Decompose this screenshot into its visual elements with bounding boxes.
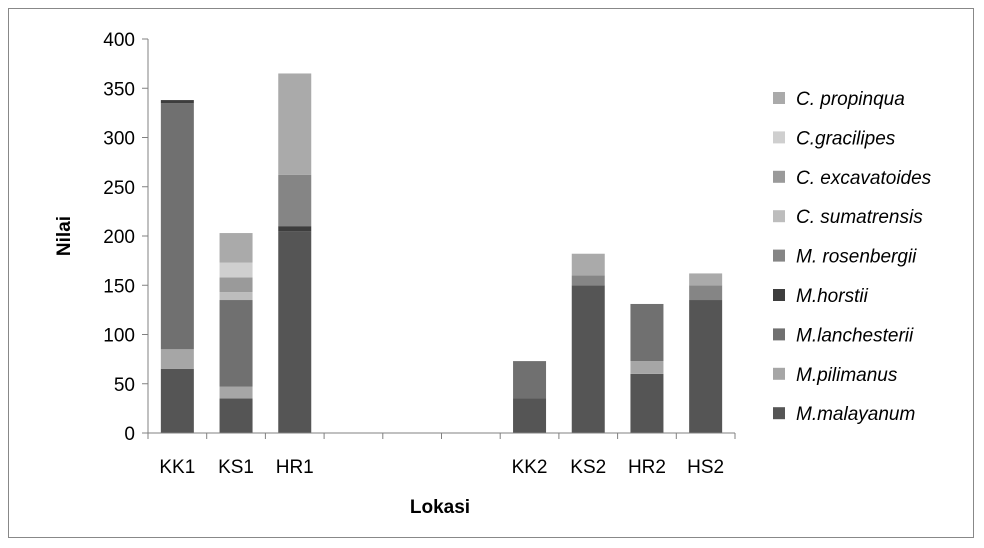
bar-segment	[689, 273, 722, 285]
y-tick-label: 400	[103, 30, 135, 51]
bar-segment	[220, 277, 253, 292]
bar-segment	[220, 300, 253, 387]
bar-segment	[161, 100, 194, 103]
bar-segment	[278, 73, 311, 174]
x-tick-label: KK1	[159, 457, 195, 478]
x-axis-title: Lokasi	[410, 497, 470, 518]
legend-swatch	[773, 171, 785, 183]
y-tick-label: 200	[103, 227, 135, 248]
bar-segment	[689, 300, 722, 433]
bar-segment	[689, 285, 722, 300]
x-tick-label: KK2	[512, 457, 548, 478]
y-tick-label: 350	[103, 79, 135, 100]
y-tick-label: 250	[103, 178, 135, 199]
bar-segment	[278, 226, 311, 231]
bar-segment	[572, 285, 605, 433]
legend-label: C. propinqua	[796, 89, 905, 110]
bar-segment	[630, 304, 663, 361]
bar-segment	[513, 361, 546, 398]
y-tick-label: 100	[103, 326, 135, 347]
bar-segment	[161, 369, 194, 433]
legend-label: C. excavatoides	[796, 168, 932, 189]
x-tick-label: KS1	[218, 457, 254, 478]
legend-label: M.pilimanus	[796, 365, 898, 386]
y-axis-title: Nilai	[54, 216, 75, 256]
legend-swatch	[773, 131, 785, 143]
y-tick-label: 300	[103, 129, 135, 150]
legend-swatch	[773, 407, 785, 419]
legend-label: M.lanchesterii	[796, 325, 914, 346]
bar-segment	[572, 275, 605, 285]
x-tick-label: HS2	[687, 457, 724, 478]
bar-segment	[278, 175, 311, 226]
legend-swatch	[773, 92, 785, 104]
bar-segment	[630, 374, 663, 433]
bar-segment	[572, 254, 605, 276]
legend-label: C.gracilipes	[796, 128, 896, 149]
bar-segment	[161, 103, 194, 349]
y-tick-label: 0	[124, 424, 135, 445]
bar-segment	[278, 231, 311, 433]
bar-segment	[630, 361, 663, 374]
legend-swatch	[773, 328, 785, 340]
legend-swatch	[773, 289, 785, 301]
bar-segment	[220, 387, 253, 399]
y-tick-label: 150	[103, 276, 135, 297]
x-tick-label: KS2	[570, 457, 606, 478]
legend: C. propinqua C.gracilipes C. excavatoides C…	[773, 89, 932, 425]
bar-segment	[161, 349, 194, 369]
x-tick-label: HR2	[628, 457, 666, 478]
legend-label: C. sumatrensis	[796, 207, 923, 228]
x-tick-label: HR1	[276, 457, 314, 478]
y-tick-label: 50	[114, 375, 135, 396]
bar-segment	[220, 233, 253, 263]
legend-swatch	[773, 210, 785, 222]
legend-swatch	[773, 368, 785, 380]
y-axis: 0 50 100 150 200 250 300 350 400	[103, 30, 148, 445]
bar-segment	[513, 399, 546, 433]
bar-segment	[220, 399, 253, 433]
x-axis: KK1 KS1 HR1 KK2 KS2 HR2 HS2	[148, 433, 735, 478]
bar-segment	[220, 292, 253, 300]
legend-label: M. rosenbergii	[796, 247, 917, 268]
legend-swatch	[773, 250, 785, 262]
legend-label: M.horstii	[796, 286, 869, 307]
bars	[161, 73, 722, 433]
bar-segment	[220, 263, 253, 278]
legend-label: M.malayanum	[796, 404, 915, 425]
